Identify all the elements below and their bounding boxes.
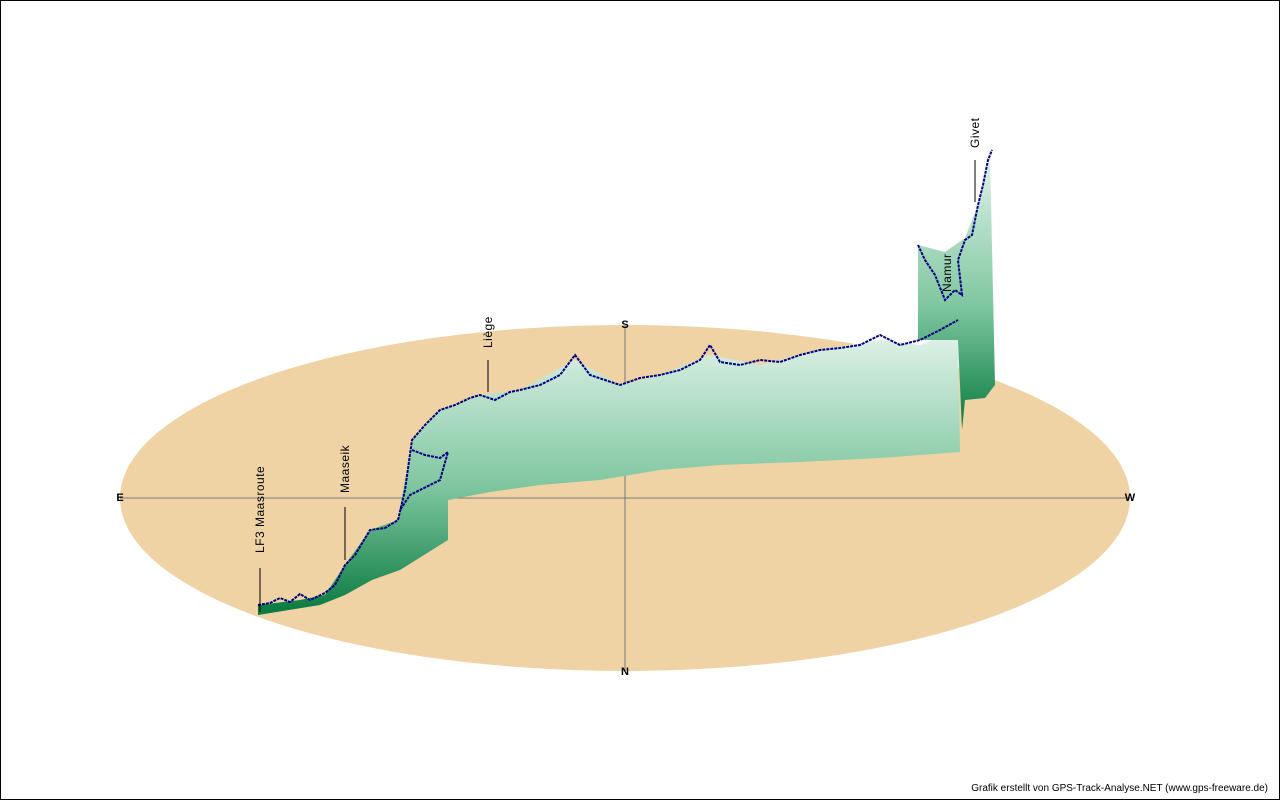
place-label: Givet (968, 117, 982, 148)
compass-north: N (621, 666, 629, 678)
place-label: Maaseik (338, 444, 352, 493)
place-label: LF3 Maasroute (253, 466, 267, 553)
compass-east: E (116, 492, 123, 504)
credit: Grafik erstellt von GPS-Track-Analyse.NE… (971, 783, 1268, 794)
elevation-wall (918, 155, 995, 430)
elevation-wall (258, 330, 960, 615)
compass-west: W (1125, 492, 1136, 504)
place-label: Namur (940, 253, 954, 292)
track-line (917, 149, 993, 302)
track-line (257, 319, 959, 606)
compass-south: S (621, 319, 628, 331)
track-line (399, 449, 450, 511)
place-label: Liège (481, 316, 495, 348)
